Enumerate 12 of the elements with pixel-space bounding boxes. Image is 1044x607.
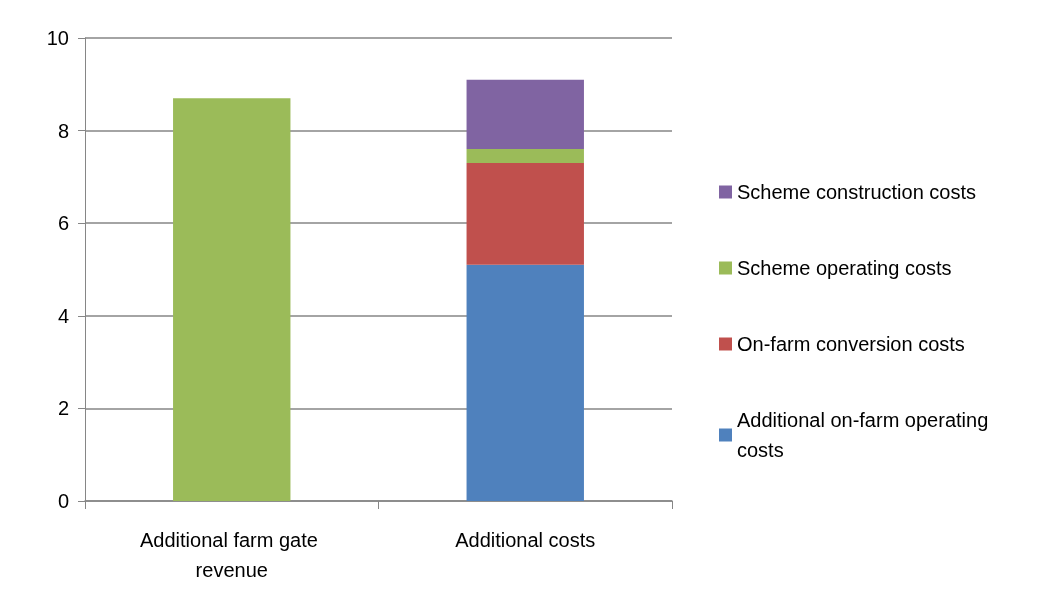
legend-label: Scheme construction costs	[737, 181, 976, 203]
y-tick-label: 4	[57, 304, 69, 327]
x-tick-label: Additional costs	[455, 529, 596, 551]
legend-label: Additional on-farm operating costs	[737, 409, 994, 461]
y-tick-label: 8	[57, 119, 69, 142]
legend-label: On-farm conversion costs	[737, 333, 965, 355]
legend-label: Scheme operating costs	[737, 257, 952, 279]
y-tick-label: 0	[57, 490, 69, 512]
y-tick-label: 2	[57, 397, 69, 420]
y-tick-label: 10	[46, 27, 69, 49]
x-tick-label: Additional farm gate revenue	[140, 529, 324, 581]
y-tick-label: 6	[57, 212, 69, 235]
